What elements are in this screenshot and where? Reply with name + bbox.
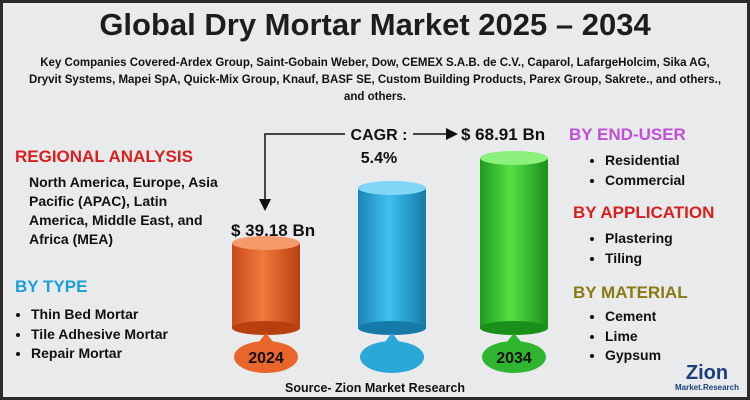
list-item: Commercial <box>605 171 685 191</box>
list-item: Cement <box>605 307 661 327</box>
section-heading: BY TYPE <box>15 277 88 296</box>
list: Cement Lime Gypsum <box>587 307 661 366</box>
cagr-label: CAGR : <box>351 127 408 144</box>
list-item: Tile Adhesive Mortar <box>31 325 201 345</box>
section-heading: BY END-USER <box>569 125 686 144</box>
list: Thin Bed Mortar Tile Adhesive Mortar Rep… <box>13 305 201 364</box>
section-heading: BY APPLICATION <box>573 203 715 222</box>
logo: Zion Market.Research <box>673 363 741 392</box>
cagr-value: 5.4% <box>361 150 397 167</box>
arrow <box>259 133 345 211</box>
list-item: Lime <box>605 327 661 347</box>
list: Residential Commercial <box>587 151 685 190</box>
list-item: Residential <box>605 151 685 171</box>
market-value: $ 39.18 Bn <box>231 221 316 240</box>
year-bubble <box>234 333 546 373</box>
logo-name: Zion <box>685 362 729 384</box>
section-text: North America, Europe, Asia Pacific (APA… <box>29 174 218 247</box>
list-item: Tiling <box>605 249 673 269</box>
cylinder <box>232 151 548 335</box>
list-item: Thin Bed Mortar <box>31 305 201 325</box>
list-item: Gypsum <box>605 346 661 366</box>
list-item: Repair Mortar <box>31 344 201 364</box>
logo-sub: Market.Research <box>674 383 740 392</box>
source: Source- Zion Market Research <box>285 381 465 395</box>
list-item: Plastering <box>605 229 673 249</box>
key-companies: Key Companies Covered-Ardex Group, Saint… <box>28 57 722 103</box>
year-label: 2024 <box>248 350 284 367</box>
title: Global Dry Mortar Market 2025 – 2034 <box>99 7 651 42</box>
graphics: 2024 2034 CAGR : 5.4% <box>232 127 548 373</box>
list: Plastering Tiling <box>587 229 673 268</box>
market-value: $ 68.91 Bn <box>461 125 546 144</box>
section-heading: REGIONAL ANALYSIS <box>15 147 193 166</box>
section-heading: BY MATERIAL <box>573 283 688 302</box>
year-label: 2034 <box>496 350 532 367</box>
